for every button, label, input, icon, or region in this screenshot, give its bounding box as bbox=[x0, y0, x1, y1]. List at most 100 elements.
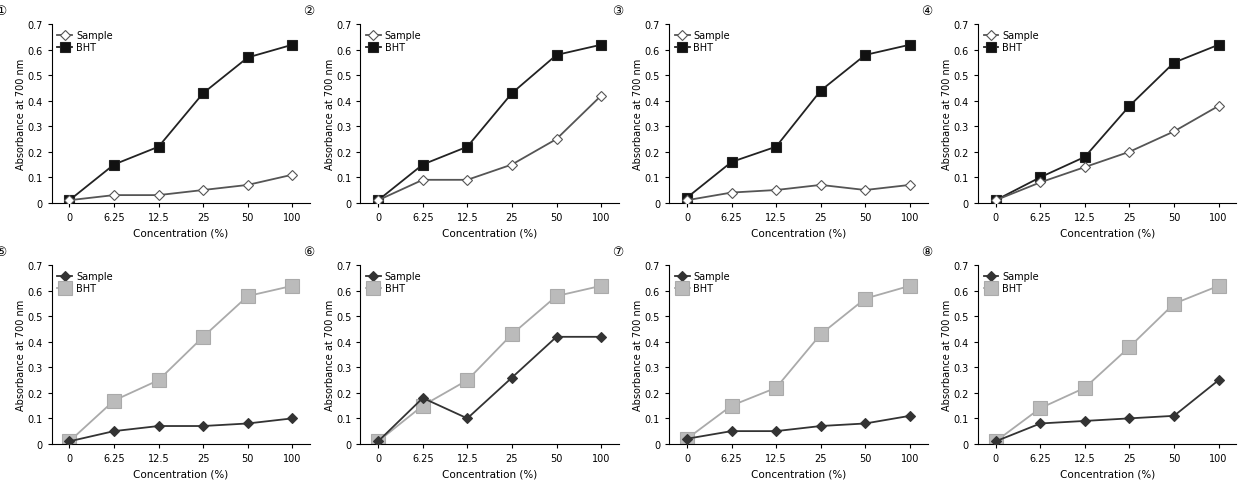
Sample bbox=[1077, 418, 1092, 424]
BHT bbox=[1077, 155, 1092, 161]
Line: BHT: BHT bbox=[681, 279, 917, 446]
Sample bbox=[1122, 150, 1136, 155]
Sample bbox=[504, 162, 519, 168]
Line: BHT: BHT bbox=[989, 279, 1226, 448]
BHT bbox=[240, 293, 255, 299]
Sample bbox=[415, 178, 430, 183]
Sample bbox=[62, 439, 77, 444]
BHT bbox=[196, 334, 211, 340]
Sample bbox=[594, 93, 609, 99]
BHT bbox=[107, 398, 122, 404]
Text: ④: ④ bbox=[922, 5, 933, 18]
Legend: Sample, BHT: Sample, BHT bbox=[982, 30, 1040, 54]
Text: ⑦: ⑦ bbox=[612, 246, 623, 259]
Sample bbox=[196, 423, 211, 429]
Legend: Sample, BHT: Sample, BHT bbox=[365, 271, 422, 295]
Text: ⑤: ⑤ bbox=[0, 246, 6, 259]
Line: Sample: Sample bbox=[992, 377, 1222, 445]
Sample bbox=[769, 188, 784, 194]
Sample bbox=[1033, 421, 1048, 426]
Sample bbox=[415, 395, 430, 401]
BHT bbox=[679, 196, 694, 201]
X-axis label: Concentration (%): Concentration (%) bbox=[133, 228, 229, 238]
Line: Sample: Sample bbox=[66, 172, 296, 204]
BHT bbox=[549, 53, 564, 59]
BHT bbox=[284, 283, 299, 289]
Sample bbox=[240, 421, 255, 426]
BHT bbox=[460, 378, 474, 383]
Legend: Sample, BHT: Sample, BHT bbox=[56, 271, 113, 295]
Sample bbox=[1077, 165, 1092, 171]
BHT bbox=[152, 144, 166, 150]
X-axis label: Concentration (%): Concentration (%) bbox=[133, 469, 229, 479]
BHT bbox=[1166, 301, 1181, 307]
Sample bbox=[1211, 378, 1226, 383]
Y-axis label: Absorbance at 700 nm: Absorbance at 700 nm bbox=[633, 300, 643, 410]
Sample bbox=[679, 436, 694, 442]
Sample bbox=[594, 334, 609, 340]
BHT bbox=[152, 378, 166, 383]
BHT bbox=[594, 283, 609, 289]
Line: BHT: BHT bbox=[62, 279, 299, 448]
Line: BHT: BHT bbox=[371, 279, 609, 448]
Sample bbox=[196, 188, 211, 194]
BHT bbox=[679, 436, 694, 442]
Text: ①: ① bbox=[0, 5, 6, 18]
Text: ⑥: ⑥ bbox=[303, 246, 314, 259]
BHT bbox=[769, 144, 784, 150]
Sample bbox=[1122, 416, 1136, 422]
Line: BHT: BHT bbox=[374, 41, 606, 206]
BHT bbox=[724, 160, 739, 166]
Sample bbox=[549, 137, 564, 143]
Sample bbox=[989, 198, 1004, 204]
BHT bbox=[1077, 385, 1092, 391]
BHT bbox=[240, 56, 255, 61]
Line: BHT: BHT bbox=[991, 41, 1223, 206]
X-axis label: Concentration (%): Concentration (%) bbox=[442, 228, 538, 238]
Line: Sample: Sample bbox=[375, 93, 605, 204]
Y-axis label: Absorbance at 700 nm: Absorbance at 700 nm bbox=[16, 59, 26, 170]
Sample bbox=[989, 439, 1004, 444]
Legend: Sample, BHT: Sample, BHT bbox=[56, 30, 113, 54]
BHT bbox=[903, 283, 918, 289]
BHT bbox=[284, 43, 299, 48]
Sample bbox=[1166, 129, 1181, 135]
Line: Sample: Sample bbox=[375, 333, 605, 445]
Legend: Sample, BHT: Sample, BHT bbox=[982, 271, 1040, 295]
Sample bbox=[769, 428, 784, 434]
Sample bbox=[724, 428, 739, 434]
X-axis label: Concentration (%): Concentration (%) bbox=[1059, 228, 1155, 238]
BHT bbox=[1211, 43, 1226, 48]
BHT bbox=[1211, 283, 1226, 289]
Text: ⑧: ⑧ bbox=[922, 246, 933, 259]
BHT bbox=[814, 332, 828, 337]
X-axis label: Concentration (%): Concentration (%) bbox=[750, 469, 846, 479]
BHT bbox=[415, 162, 430, 168]
BHT bbox=[370, 439, 385, 444]
BHT bbox=[903, 43, 918, 48]
Sample bbox=[549, 334, 564, 340]
BHT bbox=[989, 439, 1004, 444]
Sample bbox=[1166, 413, 1181, 419]
Sample bbox=[1033, 180, 1048, 186]
Sample bbox=[152, 193, 166, 198]
Y-axis label: Absorbance at 700 nm: Absorbance at 700 nm bbox=[324, 59, 334, 170]
BHT bbox=[196, 91, 211, 97]
Legend: Sample, BHT: Sample, BHT bbox=[674, 271, 732, 295]
Sample bbox=[370, 439, 385, 444]
Sample bbox=[107, 428, 122, 434]
BHT bbox=[415, 403, 430, 408]
Sample bbox=[370, 198, 385, 204]
Sample bbox=[284, 416, 299, 422]
Legend: Sample, BHT: Sample, BHT bbox=[674, 30, 732, 54]
BHT bbox=[769, 385, 784, 391]
Sample bbox=[903, 182, 918, 188]
Sample bbox=[504, 375, 519, 381]
Sample bbox=[460, 178, 474, 183]
BHT bbox=[370, 198, 385, 204]
Y-axis label: Absorbance at 700 nm: Absorbance at 700 nm bbox=[943, 300, 953, 410]
BHT bbox=[107, 162, 122, 168]
Y-axis label: Absorbance at 700 nm: Absorbance at 700 nm bbox=[633, 59, 643, 170]
Line: Sample: Sample bbox=[66, 415, 296, 445]
Y-axis label: Absorbance at 700 nm: Absorbance at 700 nm bbox=[16, 300, 26, 410]
